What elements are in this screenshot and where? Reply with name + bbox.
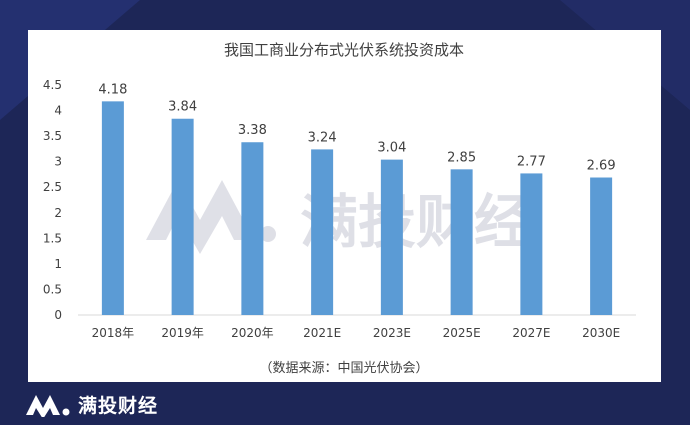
bar-data-label: 4.18 xyxy=(98,82,127,97)
bar xyxy=(101,101,124,315)
x-tick-label: 2021E xyxy=(303,326,341,340)
y-tick-label: 3 xyxy=(54,155,62,169)
bar-data-label: 2.77 xyxy=(517,154,546,169)
watermark-text: 满投财经 xyxy=(300,188,532,256)
bar-chart: 满投财经 我国工商业分布式光伏系统投资成本 0 0.5 1 1.5 2 2.5 3 3.5 4 4… xyxy=(43,41,636,376)
chart-source: （数据来源：中国光伏协会） xyxy=(259,361,428,376)
bar xyxy=(241,142,264,315)
bar-data-label: 3.24 xyxy=(308,130,337,145)
watermark-logo-icon xyxy=(146,180,254,254)
y-tick-label: 1 xyxy=(54,257,62,271)
bar-data-label: 3.84 xyxy=(168,100,197,115)
x-tick-label: 2025E xyxy=(443,326,481,340)
bar xyxy=(311,149,334,315)
bar-data-label: 2.85 xyxy=(447,150,476,165)
y-tick-label: 1.5 xyxy=(43,231,62,245)
y-tick-label: 2.5 xyxy=(43,180,62,194)
x-tick-label: 2019年 xyxy=(161,326,204,340)
chart-title: 我国工商业分布式光伏系统投资成本 xyxy=(224,41,464,59)
bar-data-label: 3.38 xyxy=(238,123,267,138)
y-axis: 0 0.5 1 1.5 2 2.5 3 3.5 4 4.5 xyxy=(43,78,62,322)
bars: 4.18 3.84 3.38 3.24 3.04 2.85 2.77 2.69 xyxy=(98,82,616,315)
y-tick-label: 0 xyxy=(54,308,62,322)
chart-card: 满投财经 我国工商业分布式光伏系统投资成本 0 0.5 1 1.5 2 2.5 3 3.5 4 4… xyxy=(28,30,661,382)
brand-footer: 满投财经 xyxy=(24,389,158,419)
bar-data-label: 2.69 xyxy=(587,159,616,174)
brand-name: 满投财经 xyxy=(78,394,159,417)
x-tick-label: 2020年 xyxy=(231,326,274,340)
bar xyxy=(450,169,473,315)
bar xyxy=(590,177,613,315)
y-tick-label: 0.5 xyxy=(43,282,62,296)
x-tick-label: 2023E xyxy=(373,326,411,340)
x-tick-label: 2027E xyxy=(512,326,550,340)
bar xyxy=(380,159,403,315)
bar xyxy=(171,118,194,315)
x-tick-label: 2018年 xyxy=(92,326,135,340)
y-tick-label: 2 xyxy=(54,206,62,220)
y-tick-label: 4 xyxy=(54,104,62,118)
watermark: 满投财经 xyxy=(146,180,532,256)
x-axis: 2018年 2019年 2020年 2021E 2023E 2025E 2027E 2030E xyxy=(92,326,621,340)
y-tick-label: 4.5 xyxy=(43,78,62,92)
y-tick-label: 3.5 xyxy=(43,129,62,143)
mt-logo-icon xyxy=(26,395,70,417)
watermark-logo-dot xyxy=(260,226,276,242)
bar xyxy=(520,173,543,315)
x-tick-label: 2030E xyxy=(582,326,620,340)
bar-data-label: 3.04 xyxy=(377,141,406,156)
